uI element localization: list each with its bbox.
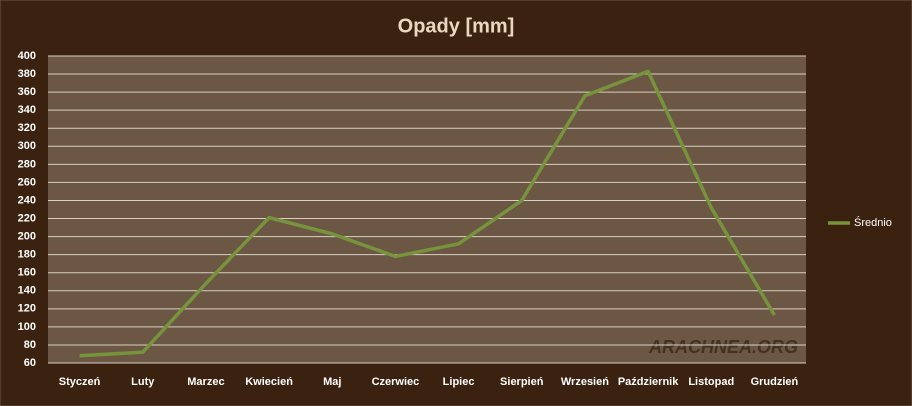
x-tick-label: Wrzesień [561, 376, 609, 388]
x-tick-label: Kwiecień [245, 376, 293, 388]
y-tick-label: 220 [18, 212, 36, 224]
legend-label: Średnio [854, 216, 892, 229]
x-tick-label: Październik [618, 376, 679, 388]
y-tick-label: 80 [24, 339, 36, 351]
x-tick-label: Lipiec [443, 376, 475, 388]
y-tick-label: 260 [18, 176, 36, 188]
x-tick-label: Styczeń [59, 376, 101, 388]
watermark: ARACHNEA.ORG [648, 337, 798, 357]
chart-title: Opady [mm] [398, 15, 515, 37]
x-tick-label: Sierpień [500, 376, 544, 388]
x-tick-label: Czerwiec [372, 376, 420, 388]
y-tick-label: 120 [18, 303, 36, 315]
x-tick-label: Listopad [688, 376, 734, 388]
y-tick-label: 100 [18, 321, 36, 333]
y-tick-label: 320 [18, 122, 36, 134]
y-tick-label: 140 [18, 285, 36, 297]
x-tick-label: Marzec [187, 376, 224, 388]
data-line [79, 69, 776, 358]
x-tick-label: Maj [323, 376, 341, 388]
y-tick-label: 180 [18, 249, 36, 261]
y-tick-label: 60 [24, 357, 36, 369]
y-tick-label: 400 [18, 50, 36, 62]
y-tick-label: 300 [18, 140, 36, 152]
y-tick-label: 360 [18, 86, 36, 98]
y-tick-label: 340 [18, 104, 36, 116]
y-tick-label: 280 [18, 158, 36, 170]
plot-area [48, 56, 806, 363]
y-tick-label: 240 [18, 194, 36, 206]
x-tick-label: Luty [131, 376, 155, 388]
x-tick-label: Grudzień [751, 376, 799, 388]
y-tick-label: 160 [18, 267, 36, 279]
y-tick-label: 380 [18, 68, 36, 80]
y-tick-label: 200 [18, 230, 36, 242]
